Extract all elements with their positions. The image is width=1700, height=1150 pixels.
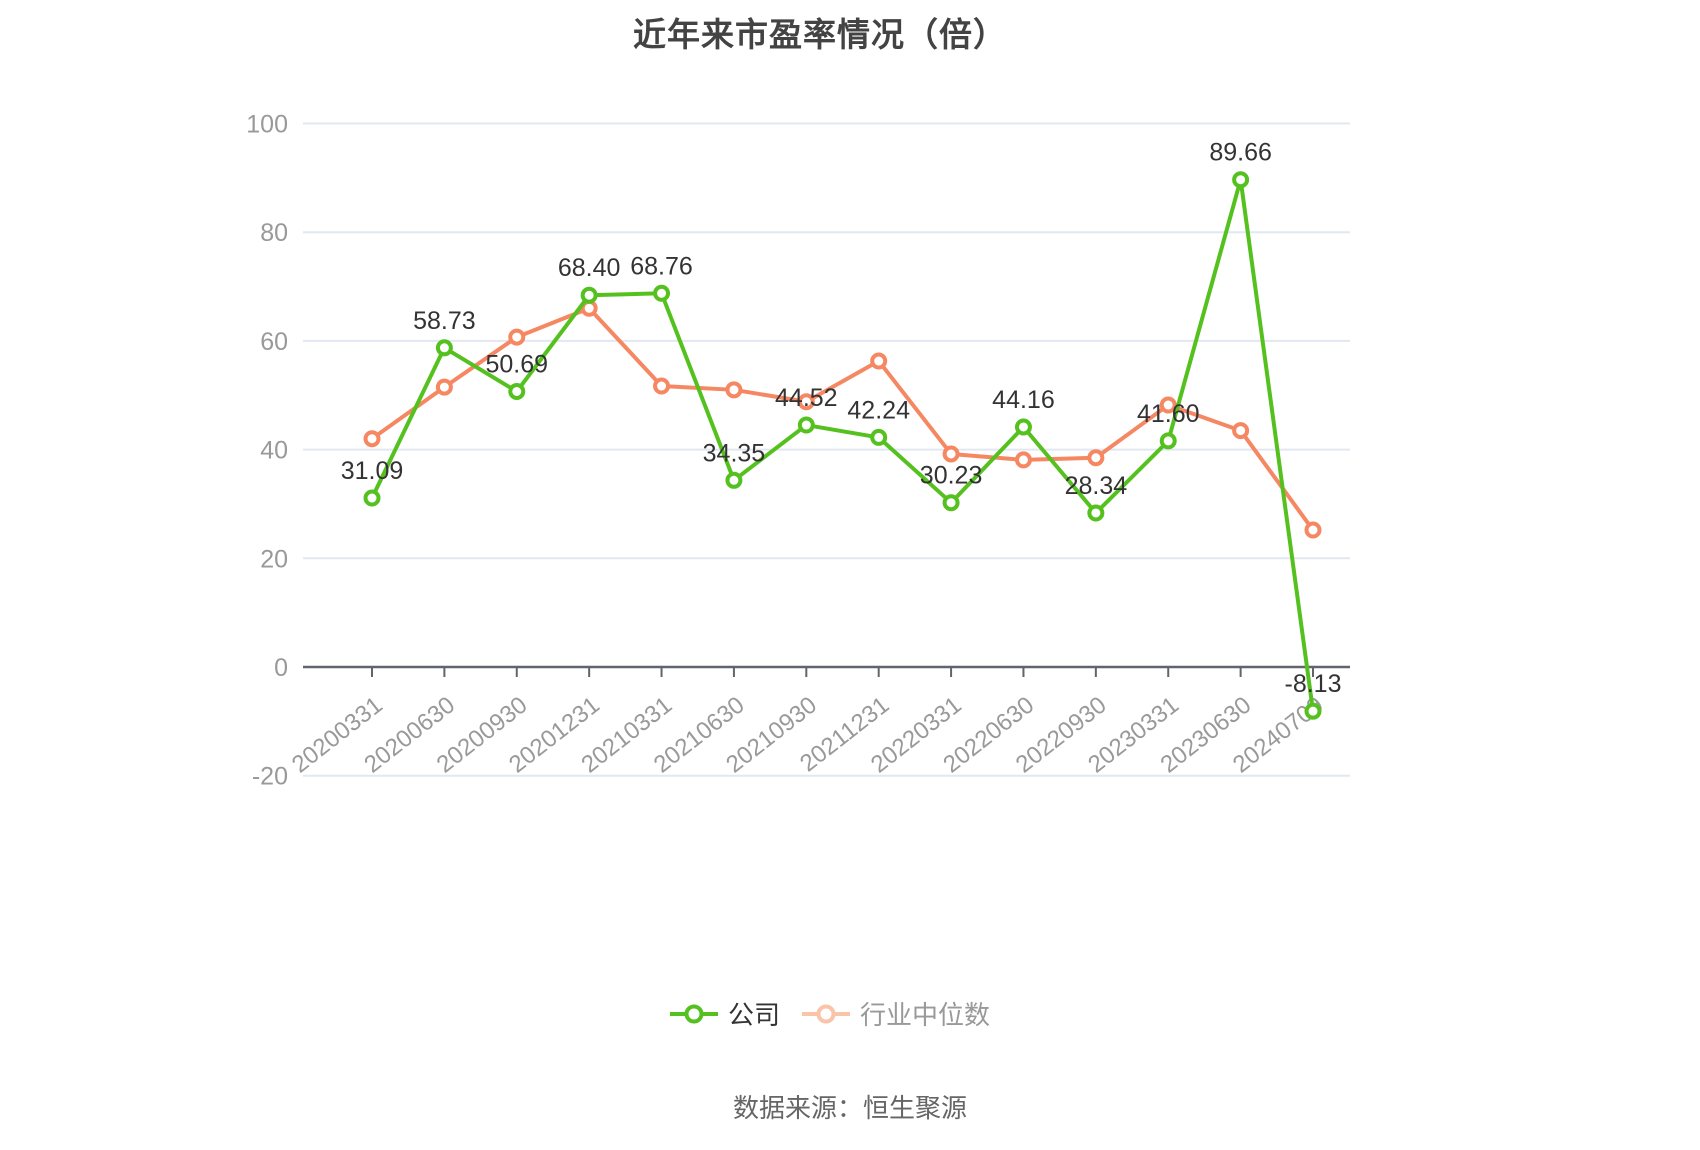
company-value-label: 31.09 (341, 457, 404, 485)
y-axis-tick-label: 20 (260, 545, 288, 573)
company-point[interactable] (1159, 432, 1177, 450)
industry-median-point[interactable] (725, 381, 743, 399)
company-value-label: 58.73 (413, 307, 476, 335)
y-axis-tick-label: 40 (260, 437, 288, 465)
legend-line-marker-icon (802, 1004, 850, 1023)
company-value-label: -8.13 (1285, 670, 1342, 698)
industry-median-point[interactable] (653, 377, 671, 395)
y-axis-tick-label: 80 (260, 219, 288, 247)
industry-median-point[interactable] (1159, 396, 1177, 414)
company-point[interactable] (580, 286, 598, 304)
chart-legend: 公司 行业中位数 (0, 995, 1660, 1032)
company-point[interactable] (1232, 171, 1250, 189)
company-point[interactable] (1014, 418, 1032, 436)
company-line (370, 177, 1316, 714)
company-value-label: 30.23 (920, 462, 983, 490)
company-value-label: 44.16 (992, 386, 1055, 414)
company-point[interactable] (870, 428, 888, 446)
company-point[interactable] (363, 489, 381, 507)
industry-median-point[interactable] (797, 393, 815, 411)
industry-median-point[interactable] (363, 430, 381, 448)
chart-title: 近年来市盈率情况（倍） (633, 16, 1007, 53)
industry-median-point[interactable] (1232, 422, 1250, 440)
company-value-label: 44.52 (775, 384, 838, 412)
industry-median-point[interactable] (1014, 451, 1032, 469)
legend-item-industry-median[interactable]: 行业中位数 (802, 995, 990, 1032)
company-point[interactable] (435, 339, 453, 357)
y-axis-tick-label: 100 (246, 111, 288, 139)
industry-median-line (370, 306, 1316, 533)
company-point[interactable] (653, 284, 671, 302)
legend-line-marker-icon (669, 1004, 718, 1023)
industry-median-point[interactable] (870, 352, 888, 370)
legend-label: 公司 (727, 1000, 780, 1030)
industry-median-point[interactable] (1304, 521, 1322, 539)
company-value-label: 42.24 (847, 396, 910, 424)
industry-median-point[interactable] (508, 328, 526, 346)
industry-median-point[interactable] (942, 445, 960, 463)
company-value-label: 41.60 (1137, 400, 1200, 428)
y-axis-tick-label: 60 (260, 328, 288, 356)
company-value-label: 89.66 (1209, 139, 1272, 167)
company-point[interactable] (1304, 702, 1322, 720)
data-source-note: 数据来源：恒生聚源 (732, 1093, 967, 1123)
company-point[interactable] (942, 494, 960, 512)
company-value-label: 34.35 (703, 439, 766, 467)
company-value-label: 68.40 (558, 254, 621, 282)
company-point[interactable] (508, 382, 526, 400)
industry-median-point[interactable] (435, 378, 453, 396)
legend-label: 行业中位数 (860, 1000, 991, 1030)
company-point[interactable] (797, 416, 815, 434)
company-value-label: 50.69 (485, 350, 548, 378)
company-value-label: 28.34 (1065, 472, 1128, 500)
company-point[interactable] (1087, 504, 1105, 522)
industry-median-point[interactable] (1087, 449, 1105, 467)
y-axis-tick-label: -20 (252, 763, 288, 791)
company-point[interactable] (725, 471, 743, 489)
company-value-label: 68.76 (630, 252, 693, 280)
y-axis-tick-label: 0 (274, 654, 288, 682)
legend-item-company[interactable]: 公司 (669, 995, 780, 1032)
